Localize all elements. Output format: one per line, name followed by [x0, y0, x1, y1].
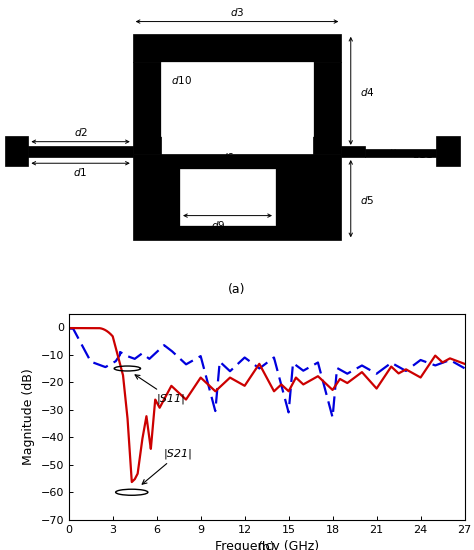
Bar: [313, 62, 341, 154]
Text: $d5$: $d5$: [360, 194, 374, 206]
Bar: [133, 154, 341, 240]
Text: |S21|: |S21|: [142, 448, 193, 484]
Text: (b): (b): [258, 541, 275, 550]
Bar: [133, 62, 161, 154]
Text: |S11|: |S11|: [135, 375, 185, 404]
Bar: [161, 62, 313, 135]
Text: $d7$: $d7$: [149, 160, 164, 172]
Text: $d11$: $d11$: [412, 148, 433, 160]
Bar: [5, 135, 28, 166]
Text: $d9$: $d9$: [211, 219, 225, 231]
Text: (a): (a): [228, 283, 246, 296]
X-axis label: Frequency (GHz): Frequency (GHz): [215, 540, 319, 550]
Bar: [180, 169, 275, 225]
Text: $d10$: $d10$: [171, 74, 191, 86]
Y-axis label: Magnitude (dB): Magnitude (dB): [22, 368, 35, 465]
Text: $d4$: $d4$: [360, 86, 374, 98]
Text: $d1$: $d1$: [73, 167, 88, 179]
Bar: [436, 135, 460, 166]
Bar: [133, 34, 341, 62]
Text: $d3$: $d3$: [230, 6, 244, 18]
Bar: [341, 146, 365, 157]
Text: $d6$: $d6$: [220, 151, 235, 163]
Bar: [28, 146, 133, 157]
Bar: [365, 150, 436, 157]
Text: $d8$: $d8$: [287, 191, 301, 203]
Text: $d2$: $d2$: [73, 126, 88, 139]
